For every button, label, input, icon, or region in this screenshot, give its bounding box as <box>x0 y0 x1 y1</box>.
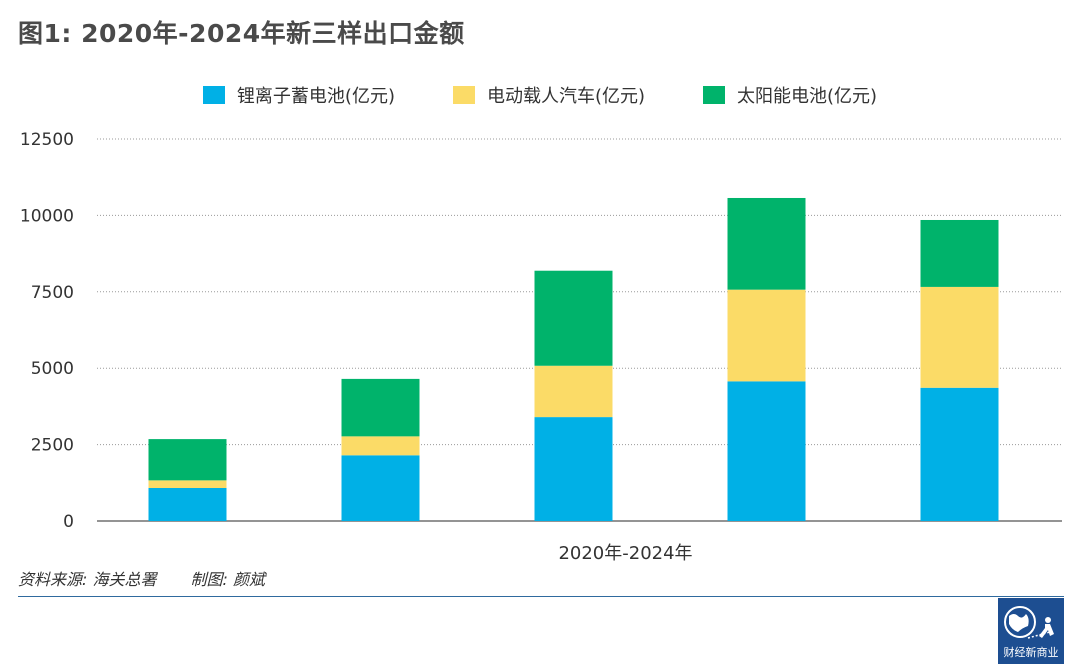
legend-label-electric-vehicle: 电动载人汽车(亿元) <box>486 86 646 107</box>
y-tick-label: 7500 <box>31 283 74 303</box>
bar-segment-2023-series-0 <box>727 381 806 521</box>
bar-segment-2021-series-1 <box>341 436 420 456</box>
legend-item-lithium-battery: 锂离子蓄电池(亿元) <box>202 82 395 108</box>
source-text: 资料来源: 海关总署 <box>18 570 157 589</box>
bar-segment-2023-series-2 <box>727 197 806 290</box>
legend: 锂离子蓄电池(亿元) 电动载人汽车(亿元) 太阳能电池(亿元) <box>0 82 1080 108</box>
legend-swatch-lithium-battery <box>202 86 225 104</box>
x-axis-label: 2020年-2024年 <box>558 543 692 564</box>
chart-title: 图1: 2020年-2024年新三样出口金额 <box>18 19 465 48</box>
bar-segment-2022-series-1 <box>534 365 613 418</box>
legend-swatch-electric-vehicle <box>452 86 475 104</box>
bar-segment-2022-series-2 <box>534 270 613 366</box>
footer-divider <box>18 596 1064 597</box>
bar-segment-2021-series-0 <box>341 455 420 521</box>
y-tick-label: 2500 <box>31 436 74 456</box>
brand-logo: 财经新商业 <box>998 598 1064 664</box>
bar-segment-2023-series-1 <box>727 289 806 382</box>
bar-segment-2022-series-0 <box>534 417 613 521</box>
legend-item-solar-cell: 太阳能电池(亿元) <box>703 82 877 108</box>
bar-segment-2024-series-0 <box>920 387 999 521</box>
legend-swatch-solar-cell <box>703 86 726 104</box>
bar-segment-2020-series-2 <box>148 439 227 481</box>
source-line: 资料来源: 海关总署 制图: 颜斌 <box>18 566 299 590</box>
legend-label-lithium-battery: 锂离子蓄电池(亿元) <box>236 86 395 107</box>
y-tick-label: 0 <box>63 512 74 532</box>
bar-segment-2024-series-1 <box>920 286 999 388</box>
bar-segment-2020-series-0 <box>148 487 227 521</box>
y-tick-label: 10000 <box>20 206 74 226</box>
globe-icon <box>1004 606 1054 639</box>
bar-segment-2021-series-2 <box>341 378 420 437</box>
legend-label-solar-cell: 太阳能电池(亿元) <box>737 86 878 107</box>
y-tick-label: 12500 <box>20 130 74 150</box>
legend-item-electric-vehicle: 电动载人汽车(亿元) <box>452 82 646 108</box>
author-text: 制图: 颜斌 <box>190 570 265 589</box>
logo-text: 财经新商业 <box>1003 646 1059 659</box>
bar-segment-2020-series-1 <box>148 480 227 488</box>
y-tick-label: 5000 <box>31 359 74 379</box>
bar-segment-2024-series-2 <box>920 219 999 287</box>
